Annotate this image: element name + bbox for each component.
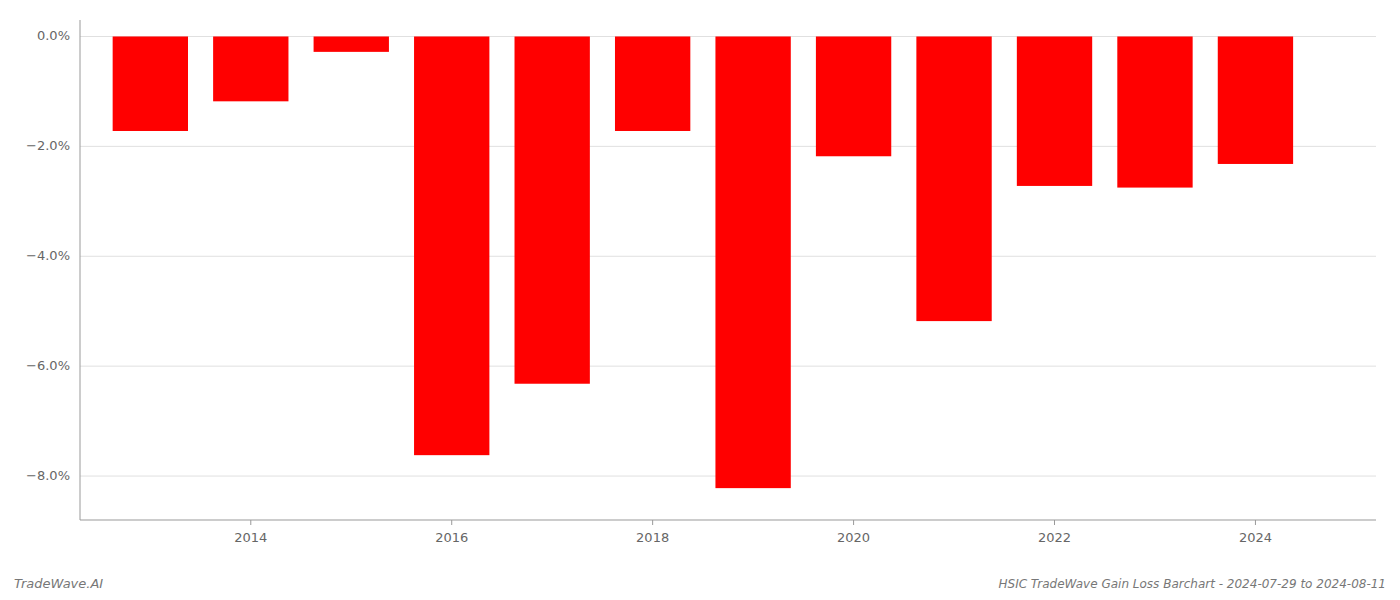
bar	[615, 36, 690, 131]
x-tick-label: 2016	[435, 530, 468, 545]
x-tick	[250, 520, 251, 525]
bar	[515, 36, 590, 383]
x-tick	[1255, 520, 1256, 525]
bar	[1117, 36, 1192, 187]
x-tick	[652, 520, 653, 525]
y-tick-label: −2.0%	[26, 138, 70, 153]
bar	[1017, 36, 1092, 185]
bar	[113, 36, 188, 131]
chart-container: 0.0% −2.0% −4.0% −6.0% −8.0% 2014 2016 2018 2020…	[0, 0, 1400, 600]
bars	[113, 36, 1293, 488]
bar	[816, 36, 891, 156]
x-tick-label: 2024	[1239, 530, 1272, 545]
bar	[414, 36, 489, 455]
bar	[715, 36, 790, 488]
y-tick-label: 0.0%	[37, 28, 70, 43]
x-tick	[1054, 520, 1055, 525]
chart-svg: 0.0% −2.0% −4.0% −6.0% −8.0% 2014 2016 2018 2020…	[0, 0, 1400, 600]
x-ticks: 2014 2016 2018 2020 2022 2024	[234, 520, 1272, 545]
x-tick-label: 2018	[636, 530, 669, 545]
y-tick-labels: 0.0% −2.0% −4.0% −6.0% −8.0%	[26, 28, 70, 483]
x-tick-label: 2014	[234, 530, 267, 545]
bar	[314, 36, 389, 51]
x-tick	[853, 520, 854, 525]
chart-title: HSIC TradeWave Gain Loss Barchart - 2024…	[999, 577, 1387, 591]
x-tick-label: 2020	[837, 530, 870, 545]
y-axis-line	[80, 20, 81, 520]
bar	[1218, 36, 1293, 163]
y-tick-label: −6.0%	[26, 358, 70, 373]
watermark: TradeWave.AI	[14, 576, 103, 591]
bar	[916, 36, 991, 321]
x-tick-label: 2022	[1038, 530, 1071, 545]
background	[0, 0, 1400, 600]
bar	[213, 36, 288, 101]
y-tick-label: −8.0%	[26, 468, 70, 483]
y-tick-label: −4.0%	[26, 248, 70, 263]
x-tick	[451, 520, 452, 525]
x-axis-line	[80, 520, 1376, 521]
